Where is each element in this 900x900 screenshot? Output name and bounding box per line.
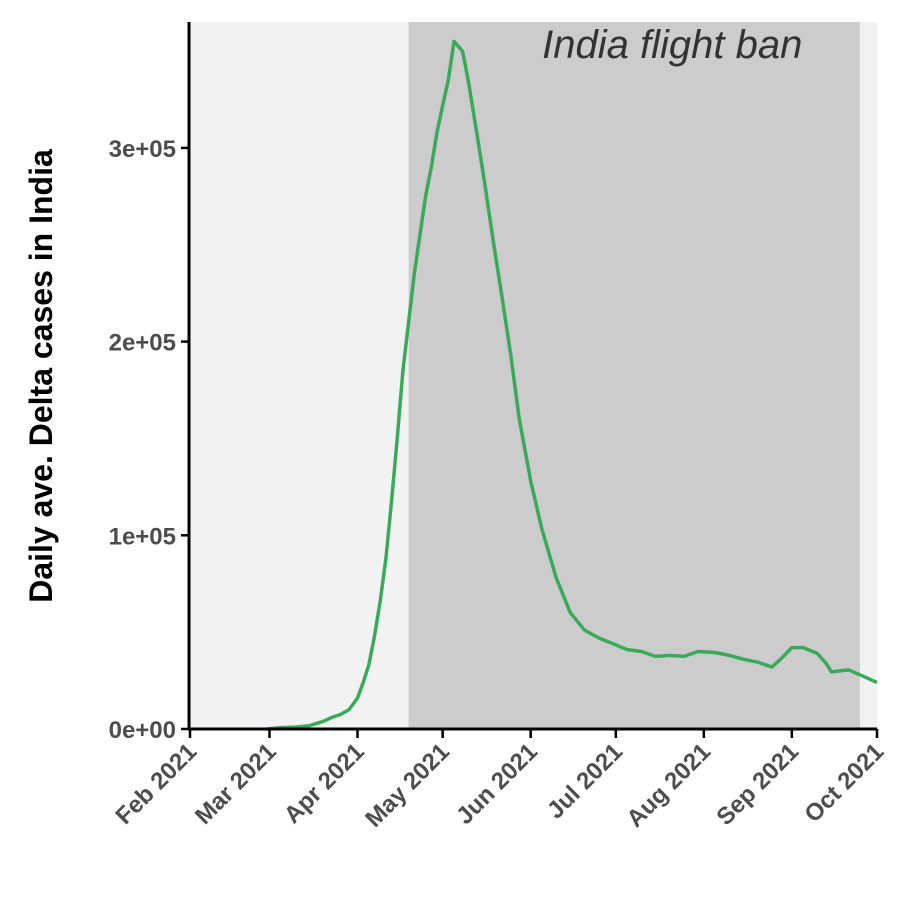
x-tick-label: Mar 2021 [190, 738, 282, 830]
y-tick-label: 2e+05 [109, 330, 176, 357]
x-tick-label: May 2021 [360, 738, 455, 833]
flight-ban-annotation: India flight ban [542, 23, 802, 67]
x-tick-label: Oct 2021 [799, 738, 889, 828]
y-axis-ticks: 0e+00 1e+05 2e+05 3e+05 [109, 136, 190, 744]
x-tick-label: Sep 2021 [711, 738, 804, 831]
flight-ban-region [408, 22, 860, 729]
x-tick-label: Jul 2021 [542, 738, 628, 824]
x-tick-label: Apr 2021 [279, 738, 370, 829]
y-tick-label: 1e+05 [109, 523, 176, 550]
x-tick-label: Aug 2021 [622, 738, 717, 833]
delta-cases-line [266, 39, 878, 731]
y-tick-label: 0e+00 [109, 717, 176, 744]
x-tick-label: Jun 2021 [451, 738, 543, 830]
x-tick-label: Feb 2021 [111, 738, 203, 830]
y-tick-label: 3e+05 [109, 136, 176, 163]
y-axis-title: Daily ave. Delta cases in India [23, 149, 59, 603]
